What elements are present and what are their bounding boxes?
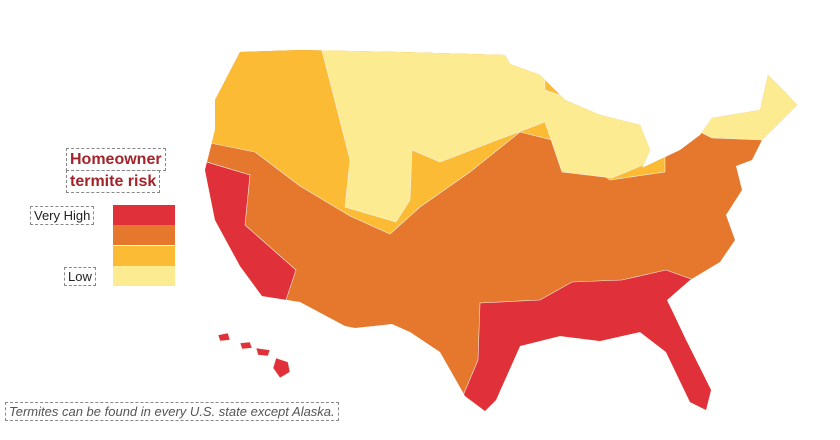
risk-zone (272, 357, 291, 379)
risk-zone (239, 341, 253, 350)
footnote: Termites can be found in every U.S. stat… (5, 402, 339, 421)
risk-zone (217, 332, 231, 342)
legend-swatch (113, 205, 175, 225)
legend-title: termite risk (66, 170, 161, 193)
risk-zone (255, 347, 271, 357)
legend-swatch (113, 266, 175, 286)
legend-swatch (113, 246, 175, 266)
legend-swatch (113, 225, 175, 245)
risk-zone (317, 50, 653, 223)
legend-label: Very High (30, 206, 95, 225)
risk-zone (699, 59, 797, 141)
legend-label: Low (64, 267, 96, 286)
hawaii (217, 332, 291, 379)
legend-title: Homeowner (66, 148, 166, 171)
